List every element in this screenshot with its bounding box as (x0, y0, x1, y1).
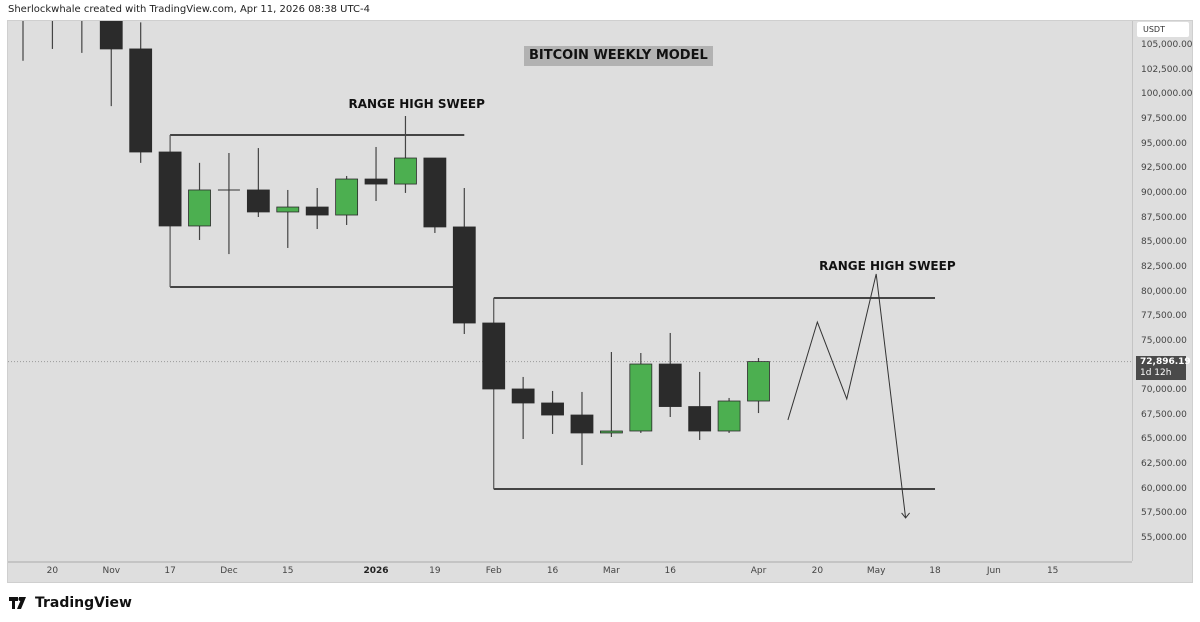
candle-body (747, 361, 770, 402)
price-tick: 92,500.00 (1141, 163, 1187, 174)
candle-body (129, 48, 153, 153)
candle-body (158, 151, 182, 227)
time-tick: May (866, 566, 886, 576)
price-tick: 100,000.00 (1141, 89, 1193, 100)
time-tick: 15 (282, 566, 294, 576)
time-tick: 16 (664, 566, 676, 576)
price-tick: 80,000.00 (1141, 286, 1187, 297)
candle-body (688, 406, 712, 432)
annotation-range-high-sweep: RANGE HIGH SWEEP (819, 258, 956, 273)
candle-body (394, 157, 417, 185)
time-tick: 15 (1046, 566, 1059, 576)
candle-countdown: 1d 12h (1140, 367, 1172, 378)
time-tick: 16 (546, 566, 559, 576)
time-tick: Feb (485, 566, 502, 576)
candle-body (658, 363, 682, 407)
projection-path (787, 273, 907, 519)
time-tick: 20 (46, 566, 59, 576)
candlestick-plot[interactable] (8, 21, 1132, 560)
candle-body (482, 322, 506, 390)
price-tick: 57,500.00 (1141, 508, 1187, 519)
candle-body (717, 400, 741, 432)
candle-body (364, 178, 388, 185)
price-tick: 90,000.00 (1141, 187, 1187, 198)
time-tick: Mar (602, 566, 620, 576)
price-tick: 62,500.00 (1141, 459, 1187, 470)
candle-body (629, 363, 653, 432)
time-tick: Dec (220, 566, 238, 576)
chart-title: BITCOIN WEEKLY MODEL (524, 46, 713, 66)
time-tick: 19 (429, 566, 441, 576)
candle-body (188, 189, 211, 227)
price-tick: 75,000.00 (1141, 335, 1187, 346)
tradingview-logo-text: TradingView (35, 595, 132, 611)
price-tick: 82,500.00 (1141, 261, 1187, 272)
candle-body (600, 430, 623, 434)
candle-body (305, 206, 329, 216)
price-tick: 67,500.00 (1141, 409, 1187, 420)
price-tick: 60,000.00 (1141, 483, 1187, 494)
candle-body (511, 388, 535, 404)
time-tick: 17 (164, 566, 176, 576)
price-tick: 65,000.00 (1141, 434, 1187, 445)
candle-body (99, 21, 123, 50)
chart-attribution: Sherlockwhale created with TradingView.c… (8, 4, 370, 15)
time-tick: 20 (811, 566, 824, 576)
projection-arrowhead-icon (901, 512, 910, 519)
currency-label[interactable]: USDT (1137, 22, 1189, 37)
candle-body (423, 157, 447, 228)
annotation-range-high-sweep: RANGE HIGH SWEEP (348, 97, 485, 112)
price-tick: 97,500.00 (1141, 113, 1187, 124)
price-tick: 55,000.00 (1141, 533, 1187, 544)
candle-body (570, 414, 594, 434)
time-tick: Nov (102, 566, 121, 576)
time-tick: 18 (929, 566, 941, 576)
price-tick: 87,500.00 (1141, 212, 1187, 223)
price-tick: 85,000.00 (1141, 237, 1187, 248)
tradingview-logo-icon (9, 597, 26, 609)
current-price-label: 72,896.19 1d 12h (1136, 355, 1191, 380)
time-tick: Apr (750, 566, 767, 576)
price-tick: 102,500.00 (1141, 64, 1193, 75)
current-price-value: 72,896.19 (1140, 356, 1191, 367)
price-tick: 70,000.00 (1141, 385, 1187, 396)
candle-body (246, 189, 270, 213)
tradingview-logo: TradingView (9, 595, 132, 611)
price-axis[interactable] (1132, 21, 1193, 561)
candle-body (276, 206, 300, 213)
price-tick: 77,500.00 (1141, 311, 1187, 322)
candle-body (541, 402, 564, 416)
price-tick: 95,000.00 (1141, 138, 1187, 149)
price-tick: 105,000.00 (1141, 40, 1193, 50)
time-tick: 2026 (363, 566, 389, 576)
candle-body (335, 178, 359, 216)
time-axis[interactable] (8, 561, 1132, 584)
candle-body (452, 226, 476, 324)
time-tick: Jun (986, 566, 1001, 576)
